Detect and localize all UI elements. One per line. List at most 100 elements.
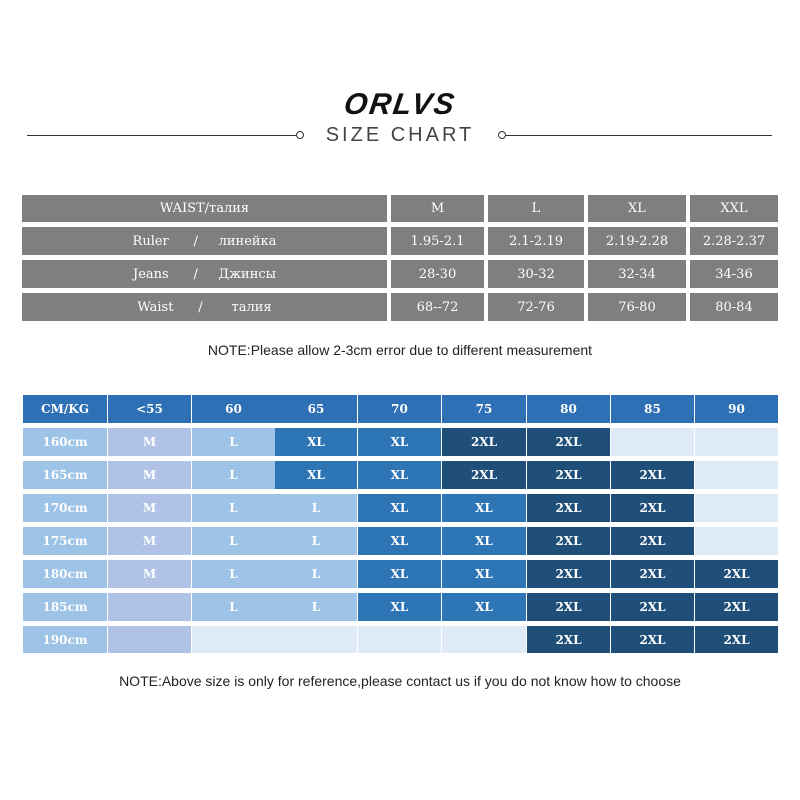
size-fit-cell: XL bbox=[275, 428, 357, 456]
size-fit-cell: 2XL bbox=[527, 626, 610, 653]
size-header-cell: XL bbox=[588, 195, 686, 222]
size-fit-cell bbox=[108, 626, 191, 653]
size-fit-cell: 2XL bbox=[695, 560, 778, 588]
size-fit-cell bbox=[108, 593, 191, 621]
weight-header-cell: 90 bbox=[695, 395, 778, 423]
size-fit-cell: 2XL bbox=[442, 428, 526, 456]
size-fit-cell: XL bbox=[442, 494, 526, 522]
size-header-cell: XXL bbox=[690, 195, 778, 222]
fit-corner-header: CM/KG bbox=[23, 395, 107, 423]
size-value-cell: 2.1-2.19 bbox=[488, 227, 584, 255]
size-fit-cell: L bbox=[192, 593, 275, 621]
size-fit-cell: 2XL bbox=[611, 626, 694, 653]
size-fit-cell bbox=[611, 428, 694, 456]
height-label-cell: 175cm bbox=[23, 527, 107, 555]
size-fit-cell: M bbox=[108, 527, 191, 555]
size-value-cell: 34-36 bbox=[690, 260, 778, 288]
size-fit-cell: XL bbox=[358, 527, 441, 555]
size-fit-cell: XL bbox=[358, 593, 441, 621]
size-row-label: Jeans / Джинсы bbox=[22, 260, 387, 288]
size-value-cell: 1.95-2.1 bbox=[391, 227, 484, 255]
size-fit-cell bbox=[695, 494, 778, 522]
size-value-cell: 72-76 bbox=[488, 293, 584, 321]
size-fit-cell: L bbox=[192, 461, 275, 489]
size-fit-cell: 2XL bbox=[527, 593, 610, 621]
divider-dot-right bbox=[498, 131, 506, 139]
size-value-cell: 2.19-2.28 bbox=[588, 227, 686, 255]
size-fit-cell: M bbox=[108, 428, 191, 456]
size-fit-cell: 2XL bbox=[695, 626, 778, 653]
weight-header-cell: 85 bbox=[611, 395, 694, 423]
height-label-cell: 170cm bbox=[23, 494, 107, 522]
size-fit-cell: 2XL bbox=[611, 593, 694, 621]
size-value-cell: 30-32 bbox=[488, 260, 584, 288]
size-fit-cell: XL bbox=[358, 494, 441, 522]
size-fit-cell bbox=[695, 527, 778, 555]
size-fit-cell: XL bbox=[358, 428, 441, 456]
weight-header-cell: 65 bbox=[275, 395, 357, 423]
size-value-cell: 80-84 bbox=[690, 293, 778, 321]
size-fit-cell: 2XL bbox=[611, 461, 694, 489]
size-fit-cell bbox=[695, 428, 778, 456]
height-label-cell: 165cm bbox=[23, 461, 107, 489]
weight-header-cell: 75 bbox=[442, 395, 526, 423]
divider-left bbox=[27, 135, 297, 136]
size-value-cell: 2.28-2.37 bbox=[690, 227, 778, 255]
size-fit-cell bbox=[695, 461, 778, 489]
note-measurement: NOTE:Please allow 2-3cm error due to dif… bbox=[207, 342, 593, 358]
weight-header-cell: <55 bbox=[108, 395, 191, 423]
size-fit-cell bbox=[442, 626, 526, 653]
size-fit-cell: M bbox=[108, 560, 191, 588]
size-fit-cell: XL bbox=[442, 593, 526, 621]
size-fit-cell: L bbox=[275, 560, 357, 588]
size-value-cell: 28-30 bbox=[391, 260, 484, 288]
size-fit-cell: XL bbox=[442, 560, 526, 588]
size-fit-cell: 2XL bbox=[611, 560, 694, 588]
size-fit-cell: 2XL bbox=[527, 428, 610, 456]
size-fit-cell: XL bbox=[275, 461, 357, 489]
divider-right bbox=[506, 135, 772, 136]
size-fit-cell: 2XL bbox=[611, 494, 694, 522]
size-fit-cell: 2XL bbox=[527, 560, 610, 588]
size-fit-cell: 2XL bbox=[527, 461, 610, 489]
size-fit-cell: L bbox=[192, 494, 275, 522]
size-fit-cell: XL bbox=[442, 527, 526, 555]
page-title: SIZE CHART bbox=[325, 124, 475, 146]
size-fit-cell: 2XL bbox=[527, 527, 610, 555]
size-fit-cell: L bbox=[192, 428, 275, 456]
size-fit-cell: 2XL bbox=[695, 593, 778, 621]
size-row-label: Waist / талия bbox=[22, 293, 387, 321]
size-value-cell: 32-34 bbox=[588, 260, 686, 288]
size-fit-cell: M bbox=[108, 494, 191, 522]
size-fit-cell: L bbox=[192, 527, 275, 555]
note-reference: NOTE:Above size is only for reference,pl… bbox=[119, 673, 681, 689]
height-label-cell: 190cm bbox=[23, 626, 107, 653]
weight-header-cell: 70 bbox=[358, 395, 441, 423]
height-label-cell: 180cm bbox=[23, 560, 107, 588]
size-fit-cell: XL bbox=[358, 461, 441, 489]
size-fit-cell bbox=[358, 626, 441, 653]
size-fit-cell bbox=[192, 626, 275, 653]
weight-header-cell: 80 bbox=[527, 395, 610, 423]
size-value-cell: 68--72 bbox=[391, 293, 484, 321]
size-fit-cell: L bbox=[275, 494, 357, 522]
size-header-cell: WAIST/талия bbox=[22, 195, 387, 222]
size-fit-cell: 2XL bbox=[611, 527, 694, 555]
height-label-cell: 160cm bbox=[23, 428, 107, 456]
size-fit-cell: L bbox=[192, 560, 275, 588]
size-fit-cell: XL bbox=[358, 560, 441, 588]
size-header-cell: L bbox=[488, 195, 584, 222]
size-header-cell: M bbox=[391, 195, 484, 222]
size-fit-cell: M bbox=[108, 461, 191, 489]
brand-logo: ORLVS bbox=[341, 88, 459, 121]
height-label-cell: 185cm bbox=[23, 593, 107, 621]
size-fit-cell: 2XL bbox=[527, 494, 610, 522]
divider-dot-left bbox=[296, 131, 304, 139]
size-fit-cell: L bbox=[275, 593, 357, 621]
size-row-label: Ruler / линейка bbox=[22, 227, 387, 255]
size-fit-cell: L bbox=[275, 527, 357, 555]
size-value-cell: 76-80 bbox=[588, 293, 686, 321]
size-fit-cell bbox=[275, 626, 357, 653]
size-fit-cell: 2XL bbox=[442, 461, 526, 489]
weight-header-cell: 60 bbox=[192, 395, 275, 423]
